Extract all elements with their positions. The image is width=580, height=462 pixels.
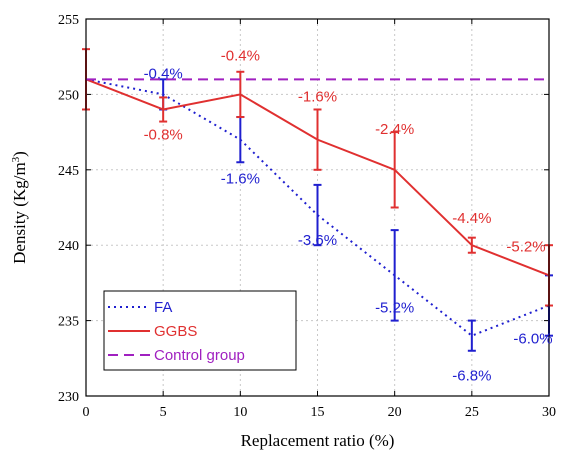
data-label-fa: -5.2% bbox=[375, 299, 414, 316]
legend-label: FA bbox=[154, 299, 172, 316]
legend-label: Control group bbox=[154, 347, 245, 364]
x-tick-label: 20 bbox=[388, 405, 402, 420]
plot-frame bbox=[85, 18, 550, 397]
x-tick-label: 0 bbox=[83, 405, 90, 420]
x-tick-label: 30 bbox=[542, 405, 556, 420]
x-tick-label: 25 bbox=[465, 405, 479, 420]
y-tick-label: 240 bbox=[58, 239, 79, 254]
y-tick-label: 250 bbox=[58, 88, 79, 103]
data-label-ggbs: -2.4% bbox=[375, 121, 414, 138]
data-label-fa: -3.6% bbox=[298, 232, 337, 249]
data-label-fa: -0.4% bbox=[144, 65, 183, 82]
data-label-ggbs: -0.8% bbox=[144, 126, 183, 143]
data-label-fa: -6.8% bbox=[452, 368, 491, 385]
data-label-ggbs: -4.4% bbox=[452, 210, 491, 227]
data-label-ggbs: -1.6% bbox=[298, 89, 337, 106]
x-tick-label: 15 bbox=[311, 405, 325, 420]
y-tick-label: 230 bbox=[58, 390, 79, 405]
x-axis-title: Replacement ratio (%) bbox=[241, 431, 395, 450]
legend-label: GGBS bbox=[154, 323, 197, 340]
data-label-fa: -6.0% bbox=[513, 331, 552, 348]
x-tick-label: 5 bbox=[160, 405, 167, 420]
y-tick-label: 255 bbox=[58, 13, 79, 28]
y-tick-label: 235 bbox=[58, 315, 79, 330]
data-label-fa: -1.6% bbox=[221, 171, 260, 188]
data-label-ggbs: -5.2% bbox=[506, 238, 545, 255]
y-tick-label: 245 bbox=[58, 164, 79, 179]
y-axis-title: Density (Kg/m3) bbox=[10, 151, 29, 264]
data-label-ggbs: -0.4% bbox=[221, 47, 260, 64]
x-tick-label: 10 bbox=[233, 405, 247, 420]
